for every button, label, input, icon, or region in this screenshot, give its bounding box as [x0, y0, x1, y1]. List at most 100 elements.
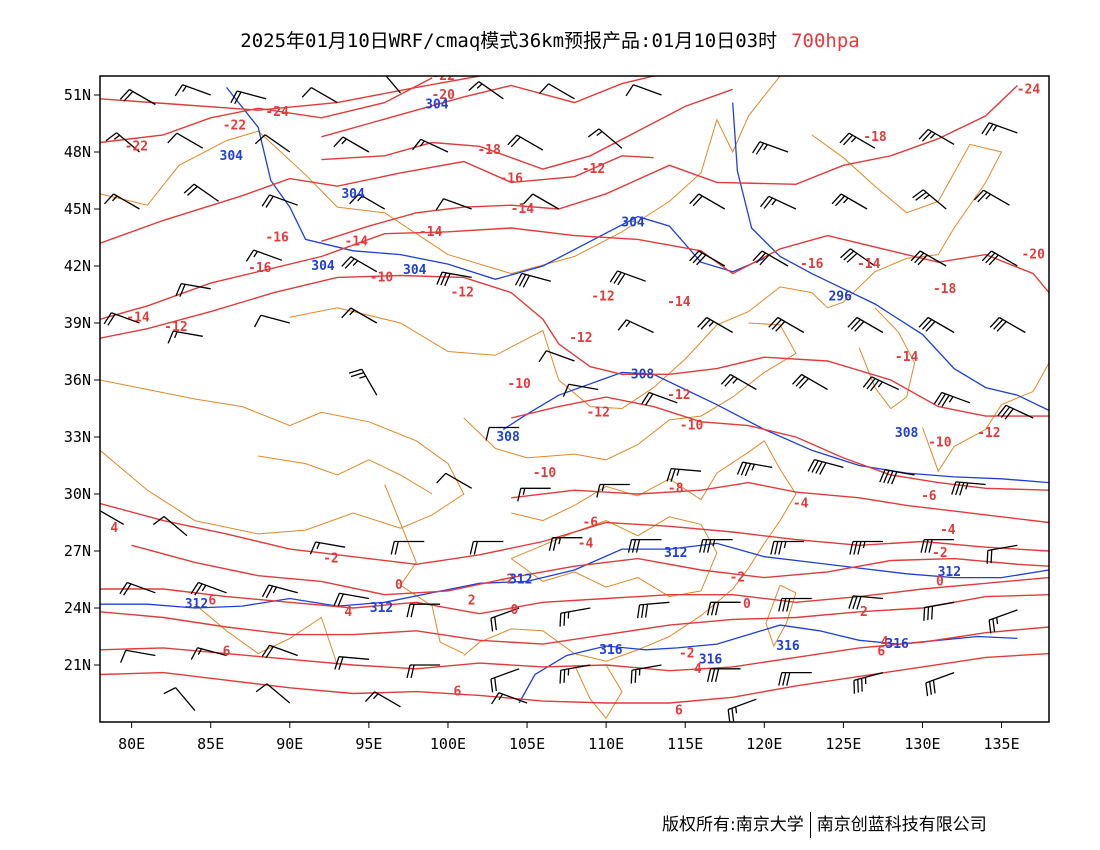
wind-barb [689, 193, 726, 210]
wind-barb [369, 76, 402, 94]
geopotential-label: 296 [828, 289, 852, 304]
y-tick-label: 48N [64, 143, 91, 161]
x-tick-label: 90E [276, 735, 303, 753]
wind-barb [103, 193, 140, 210]
temperature-contour--22 [100, 77, 433, 144]
wind-barb [768, 316, 805, 334]
x-tick-label: 130E [904, 735, 940, 753]
temperature-label: -14 [344, 234, 368, 249]
wind-barb [918, 128, 955, 145]
y-tick-label: 36N [64, 371, 91, 389]
wind-barb [641, 391, 678, 406]
wind-barb [862, 376, 900, 392]
map-title: 2025年01月10日WRF/cmaq模式36km预报产品:01月10日03时 7… [0, 26, 1100, 53]
temperature-label: -12 [591, 289, 614, 304]
wind-barb [831, 193, 868, 210]
temperature-label: 0 [395, 578, 403, 593]
temperature-label: -12 [667, 388, 690, 403]
wind-barb [849, 540, 883, 555]
wind-barb [760, 195, 797, 210]
title-level: 700hpa [791, 30, 860, 52]
wind-barb [538, 83, 575, 100]
copyright-text: 版权所有:南京大学 [662, 815, 804, 835]
wind-barb [230, 90, 267, 105]
temperature-label: -6 [582, 516, 598, 531]
wind-barb [689, 250, 726, 267]
y-tick-label: 30N [64, 485, 91, 503]
temperature-contour--14 [321, 84, 1018, 242]
geopotential-label: 312 [938, 565, 961, 580]
wind-barb [923, 601, 955, 621]
wind-barb [120, 649, 156, 663]
temperature-label: -4 [793, 497, 809, 512]
wind-barb [559, 664, 591, 684]
wind-barb [736, 461, 773, 477]
geopotential-label: 312 [664, 546, 687, 561]
temperature-label: -12 [569, 331, 592, 346]
wind-barb [839, 132, 876, 149]
wind-barb [119, 581, 156, 596]
wind-barb [301, 87, 338, 104]
wind-barb [254, 134, 291, 153]
temperature-label: -20 [1021, 248, 1045, 263]
geopotential-label: 304 [220, 149, 244, 164]
wind-barb [627, 538, 662, 553]
y-tick-label: 27N [64, 542, 91, 560]
wind-barb [617, 319, 654, 334]
geopotential-contour-296 [732, 102, 1049, 411]
wind-barb [538, 350, 575, 363]
wind-barb [609, 270, 646, 286]
wind-barb [910, 250, 947, 267]
wind-barb [190, 647, 227, 660]
wind-barb [706, 668, 741, 682]
temperature-label: -8 [668, 481, 684, 496]
wind-barb [261, 644, 298, 659]
temperature-label: -12 [586, 405, 609, 420]
temperature-label: -16 [499, 172, 523, 187]
wind-barb [933, 391, 971, 407]
wind-barb [491, 692, 528, 705]
temperature-label: -22 [223, 118, 246, 133]
temperature-label: -16 [265, 231, 289, 246]
x-tick-label: 100E [430, 735, 466, 753]
map-frame [99, 75, 1050, 723]
wind-barb [100, 509, 125, 525]
temperature-label: 4 [694, 662, 702, 677]
temperature-label: -2 [730, 571, 746, 586]
contour-label-layer: -24-22-22-22-20-18-16-16-16-14-14-14-14-… [110, 76, 1045, 719]
wind-barb [770, 540, 804, 555]
wind-barb [412, 138, 449, 153]
wind-barb [105, 132, 140, 153]
y-tick-label: 39N [64, 314, 91, 332]
wind-barb [989, 316, 1026, 334]
boundary-line [258, 455, 433, 495]
wind-barb [840, 248, 876, 267]
temperature-label: -10 [928, 436, 952, 451]
temperature-label: -14 [511, 202, 535, 217]
wind-barb [912, 189, 947, 210]
temperature-label: -4 [940, 523, 956, 538]
wind-barb [406, 664, 441, 679]
wind-barb [778, 597, 812, 612]
temperature-label: -24 [265, 105, 289, 120]
title-main: 2025年01月10日WRF/cmaq模式36km预报产品:01月10日03时 [240, 30, 778, 52]
wind-barb [853, 671, 884, 694]
wind-barb [997, 404, 1034, 420]
wind-barb [245, 249, 283, 262]
boundary-line [765, 584, 797, 648]
temperature-contour--12 [100, 227, 1049, 320]
wind-barb [847, 316, 884, 334]
boundary-line [100, 379, 465, 535]
x-tick-label: 135E [983, 735, 1019, 753]
temperature-label: -14 [667, 295, 691, 310]
geopotential-label: 316 [885, 637, 909, 652]
temperature-label: 6 [675, 704, 683, 719]
temperature-label: 0 [936, 574, 944, 589]
wind-barb [548, 537, 583, 551]
wind-barb [973, 189, 1010, 206]
wind-barb [637, 601, 670, 619]
temperature-label: 6 [208, 593, 216, 608]
wind-barb [341, 307, 378, 324]
geopotential-label: 312 [370, 601, 393, 616]
